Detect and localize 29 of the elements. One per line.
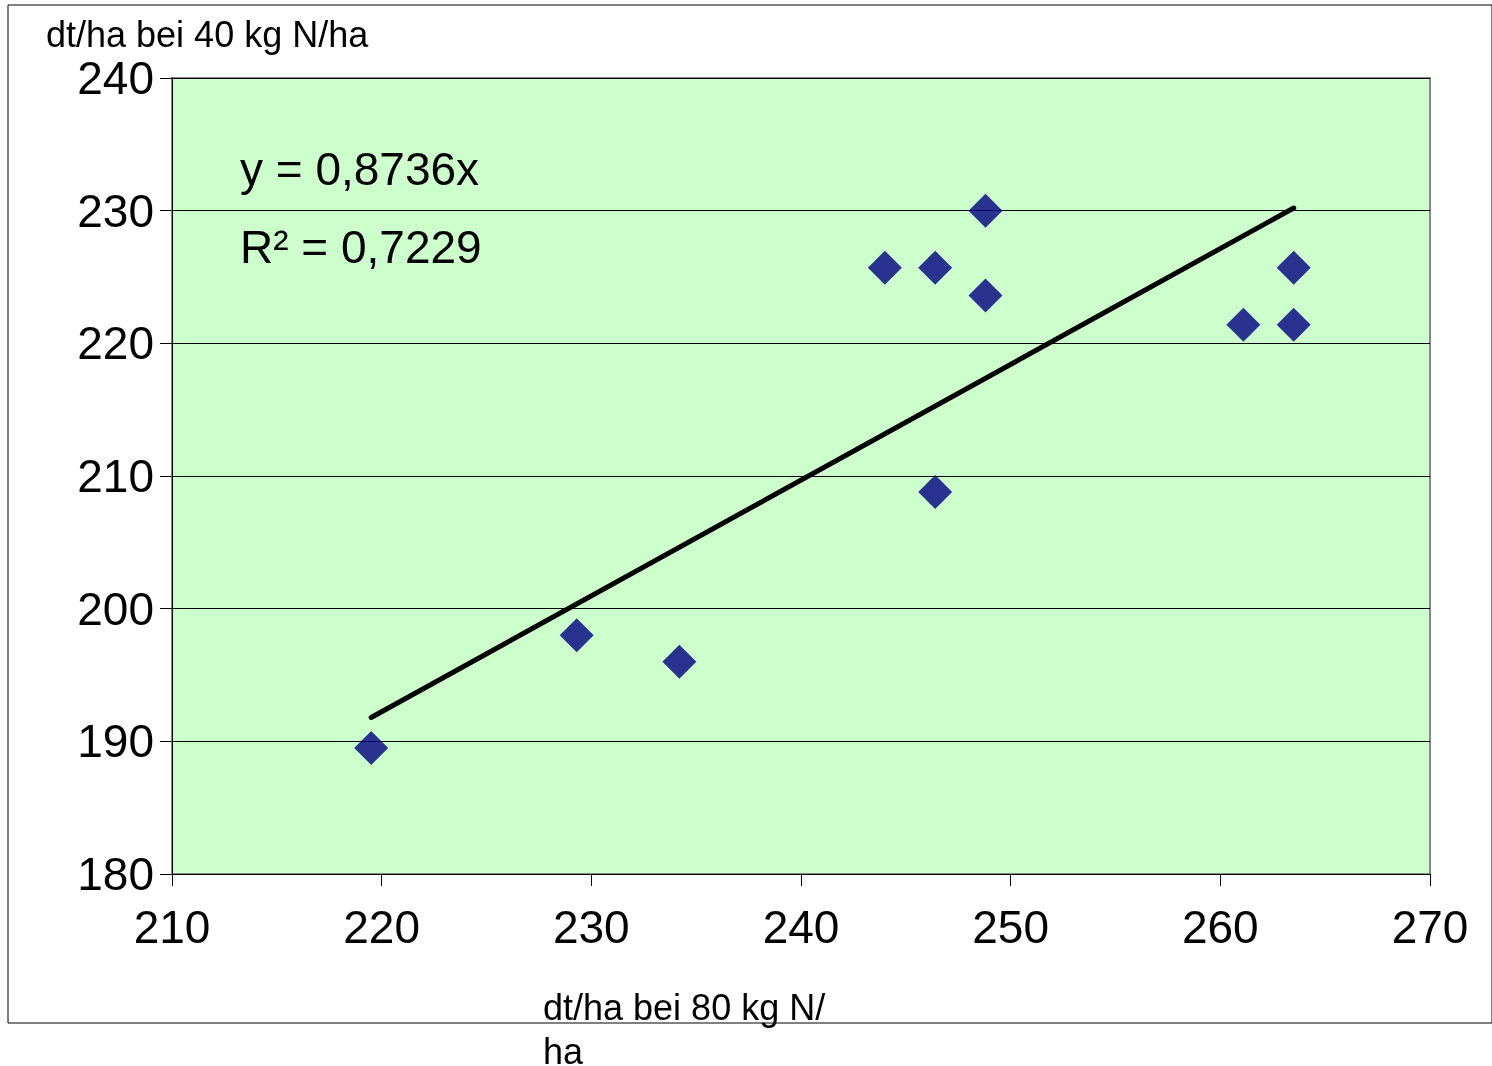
point (1226, 307, 1261, 342)
point (662, 644, 697, 679)
y-tick-label: 180 (77, 848, 154, 900)
x-axis-title: dt/ha bei 80 kg N/ha (543, 986, 826, 1066)
x-tick-label: 250 (972, 901, 1050, 953)
annotation: R² = 0,7229 (240, 221, 482, 273)
y-tick-label: 190 (77, 715, 154, 768)
y-tick-label: 240 (77, 52, 154, 104)
point (354, 730, 389, 765)
x-tick-label: 220 (343, 901, 421, 953)
x-tick-label: 270 (1391, 901, 1469, 953)
x-tick-label: 260 (1181, 901, 1259, 953)
point (968, 193, 1003, 228)
x-tick-label: 230 (552, 901, 630, 953)
point (559, 618, 594, 653)
y-tick-label: 210 (77, 450, 154, 502)
y-tick-label: 220 (77, 317, 154, 370)
point (1276, 250, 1311, 285)
y-tick-label: 230 (77, 184, 154, 237)
point (867, 250, 902, 285)
point (968, 278, 1003, 313)
point (918, 474, 953, 509)
point (1276, 307, 1311, 342)
annotation: y = 0,8736x (240, 143, 480, 195)
x-tick-label: 210 (133, 901, 211, 953)
y-axis-title: dt/ha bei 40 kg N/ha (46, 13, 370, 55)
y-tick-label: 200 (77, 582, 154, 635)
x-tick-label: 240 (762, 901, 840, 953)
point (918, 250, 953, 285)
